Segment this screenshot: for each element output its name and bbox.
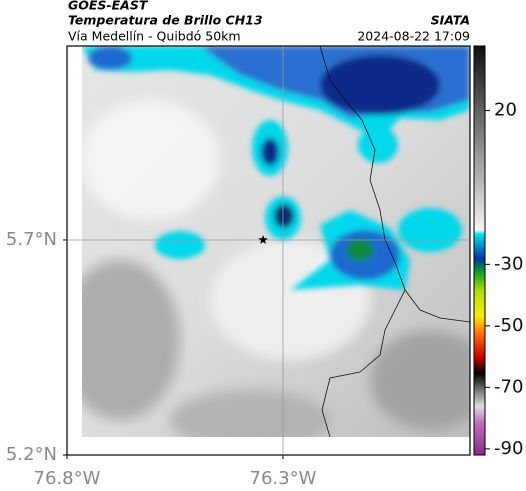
- satellite-image: [82, 46, 470, 437]
- borders: [319, 46, 470, 437]
- location-marker: [258, 235, 268, 244]
- subtitle: Temperatura de Brillo CH13: [68, 13, 263, 28]
- x-tick-label: 76.3°W: [250, 468, 317, 489]
- colorbar: [473, 45, 486, 456]
- source: SIATA: [431, 13, 470, 28]
- colorbar-tick-label: -30: [494, 253, 523, 274]
- route: Vía Medellín - Quibdó 50km: [68, 29, 241, 44]
- x-tick-label: 76.8°W: [34, 468, 101, 489]
- colorbar-tick-label: -70: [494, 376, 523, 397]
- y-tick-label: 5.2°N: [6, 444, 57, 465]
- title: GOES-EAST: [68, 0, 149, 13]
- colorbar-tick-label: -50: [494, 315, 523, 336]
- timestamp: 2024-08-22 17:09: [357, 29, 470, 44]
- colorbar-tick-label: 20: [494, 100, 517, 121]
- y-tick-label: 5.7°N: [6, 229, 57, 250]
- colorbar-tick-label: -90: [494, 438, 523, 459]
- map-frame: [66, 45, 471, 456]
